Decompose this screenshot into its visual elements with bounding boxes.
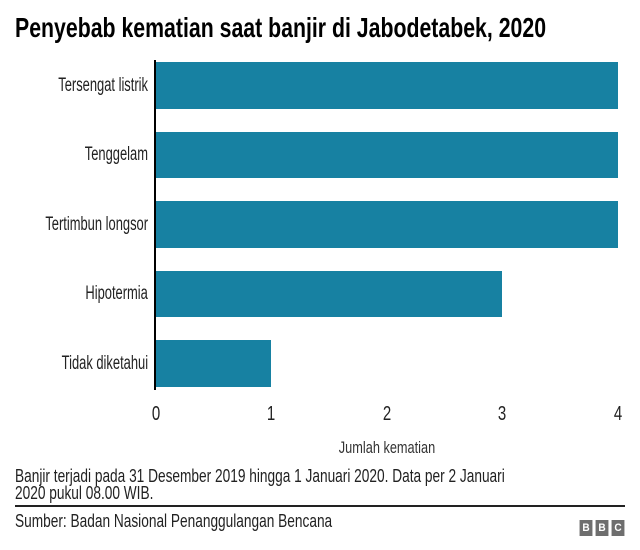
x-axis-label: Jumlah kematian (339, 438, 516, 458)
category-label-text: Hipotermia (85, 283, 148, 304)
category-label-text: Tersengat listrik (58, 74, 148, 96)
chart-title: Penyebab kematian saat banjir di Jabodet… (15, 12, 640, 44)
bar-chart: Tersengat listrik Tenggelam Tertimbun long… (0, 60, 622, 458)
x-tick-label: 1 (267, 403, 276, 425)
bbc-logo-letter: B (579, 520, 593, 536)
category-label: Tidak diketahui (0, 340, 148, 387)
x-tick-label: 3 (498, 403, 507, 425)
bbc-logo-letter: B (595, 520, 609, 536)
bar (156, 131, 618, 178)
bbc-logo-letter: C (611, 520, 625, 536)
category-label: Tenggelam (0, 132, 148, 179)
bar (156, 270, 503, 317)
category-label-text: Tertimbun longsor (45, 213, 148, 235)
x-tick-label: 4 (613, 403, 622, 425)
bar (156, 62, 618, 109)
bar (156, 340, 272, 387)
y-axis-line (154, 60, 156, 390)
category-label-text: Tidak diketahui (61, 352, 148, 374)
footnote-line-1: Banjir terjadi pada 31 Desember 2019 hin… (15, 466, 505, 486)
x-tick-label: 2 (382, 403, 391, 425)
category-label: Hipotermia (0, 271, 148, 318)
footnote-line-2: 2020 pukul 08.00 WIB. (15, 483, 154, 503)
separator-line (15, 505, 625, 507)
category-label-text: Tenggelam (84, 144, 148, 165)
chart-title-text: Penyebab kematian saat banjir di Jabodet… (15, 12, 547, 43)
x-axis-label-text: Jumlah kematian (338, 438, 436, 457)
bar (156, 201, 618, 248)
category-label: Tersengat listrik (0, 62, 148, 109)
x-tick-label: 0 (151, 403, 161, 425)
category-label: Tertimbun longsor (0, 201, 148, 248)
source-line: Sumber: Badan Nasional Penanggulangan Be… (15, 511, 333, 531)
